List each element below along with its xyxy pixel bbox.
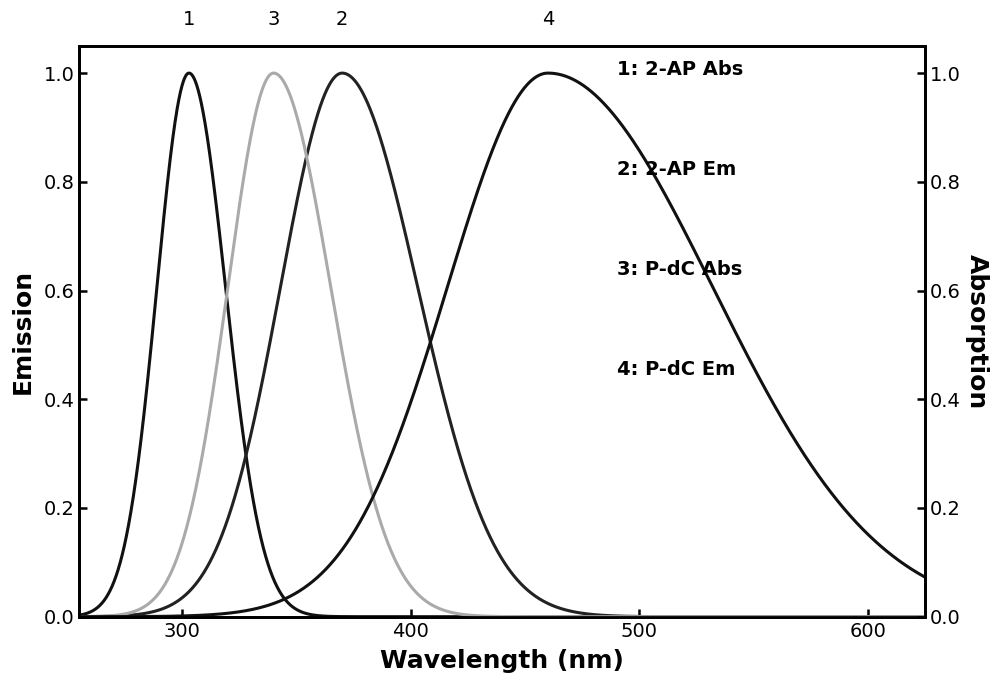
Y-axis label: Absorption: Absorption bbox=[965, 254, 989, 409]
X-axis label: Wavelength (nm): Wavelength (nm) bbox=[380, 649, 624, 673]
Text: 4: P-dC Em: 4: P-dC Em bbox=[617, 360, 735, 379]
Text: 3: P-dC Abs: 3: P-dC Abs bbox=[617, 260, 742, 279]
Y-axis label: Emission: Emission bbox=[11, 269, 35, 394]
Text: 2: 2-AP Em: 2: 2-AP Em bbox=[617, 160, 736, 179]
Text: 1: 2-AP Abs: 1: 2-AP Abs bbox=[617, 60, 743, 79]
Text: 1: 1 bbox=[183, 10, 195, 29]
Text: 2: 2 bbox=[336, 10, 348, 29]
Text: 4: 4 bbox=[542, 10, 554, 29]
Text: 3: 3 bbox=[267, 10, 280, 29]
